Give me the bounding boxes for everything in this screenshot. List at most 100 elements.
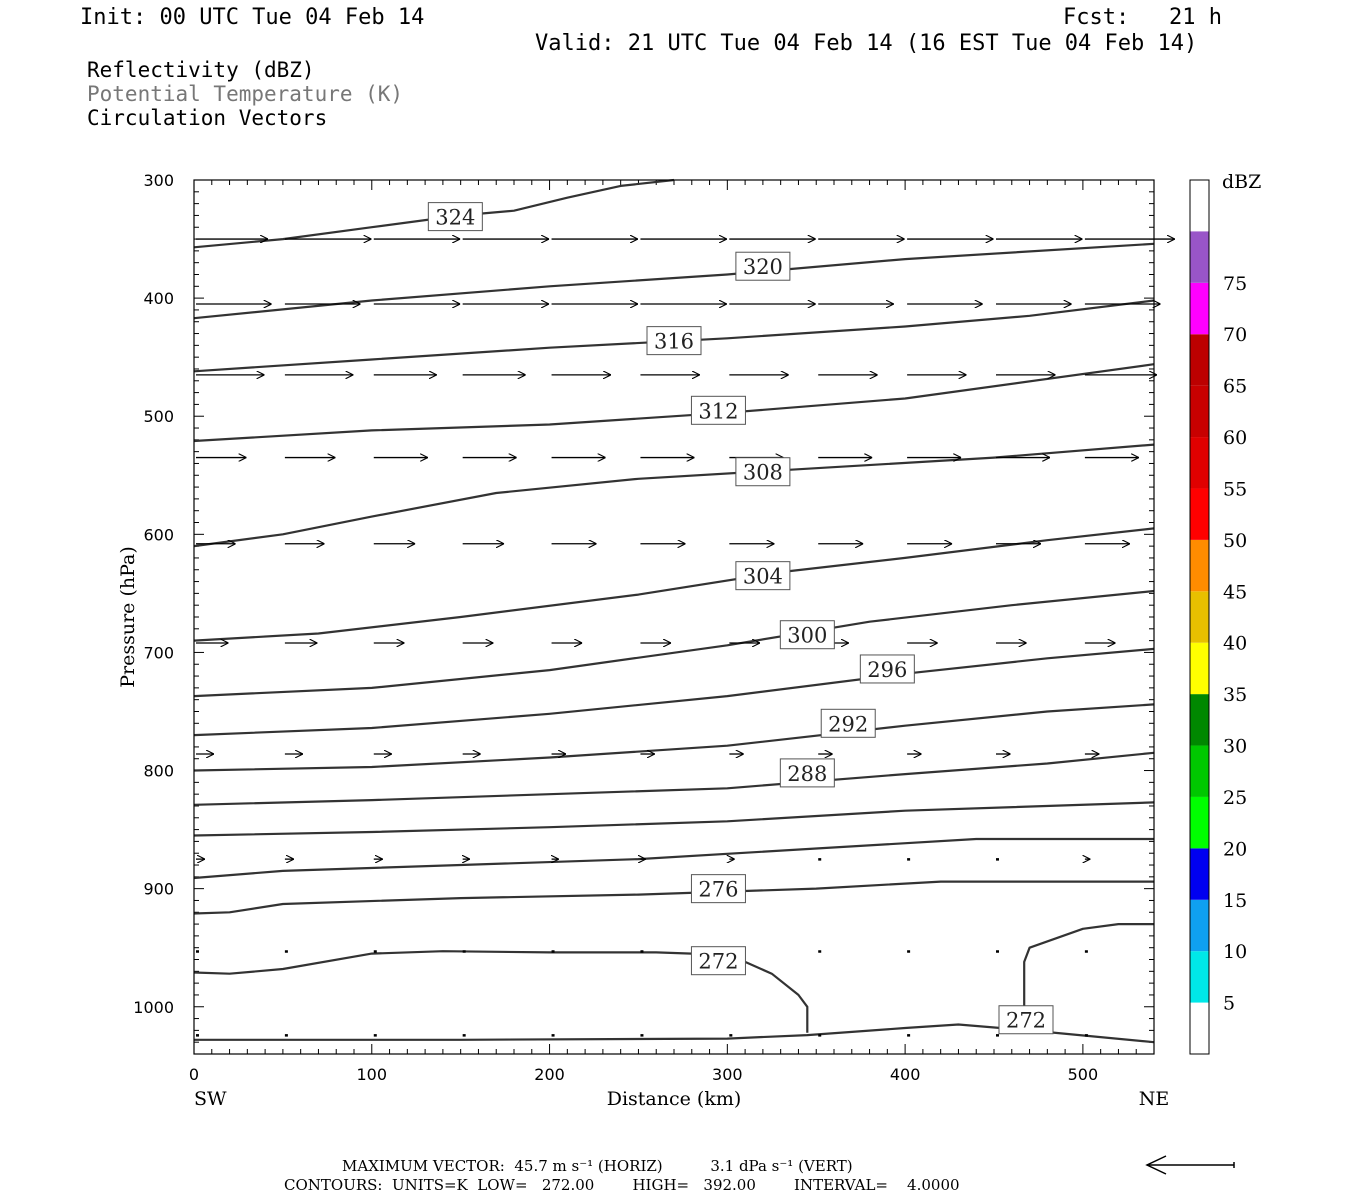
contour-label-text: 308 <box>743 461 783 485</box>
vector-dot <box>462 1034 466 1037</box>
contour-label-296: 296 <box>859 654 915 684</box>
contour-label-box <box>820 708 876 738</box>
isentrope-312 <box>193 363 1155 443</box>
vector-dot <box>996 1034 999 1037</box>
x-tick-label: 0 <box>189 1065 199 1084</box>
vector-dot <box>462 950 466 953</box>
y-tick-label: 1000 <box>133 998 174 1017</box>
y-tick-label: 300 <box>143 171 174 190</box>
contour-label-text: 272 <box>698 950 738 974</box>
contour-label-text: 324 <box>435 206 475 230</box>
contour-label-text: 276 <box>698 878 738 902</box>
contour-label-300: 300 <box>779 620 835 650</box>
vector-dot <box>818 1034 822 1037</box>
colorbar-label: 55 <box>1223 478 1247 500</box>
contour-label-320: 320 <box>735 251 791 281</box>
y-tick-label: 600 <box>143 525 174 544</box>
contour-label-316: 316 <box>646 326 702 356</box>
vector-dot <box>1084 950 1088 953</box>
contour-label-box <box>735 561 791 591</box>
contour-label-text: 316 <box>654 330 694 354</box>
contour-label-box <box>646 326 702 356</box>
contour-label-box <box>779 758 835 788</box>
plot-frame <box>193 179 1155 1055</box>
vector-dot <box>907 1034 911 1037</box>
vector-dot <box>196 1034 199 1037</box>
contour-label-276: 276 <box>690 874 746 904</box>
vector-dot <box>551 1034 555 1037</box>
colorbar-swatch <box>1190 642 1209 695</box>
vector-dot <box>907 950 911 953</box>
vector-dot <box>729 1034 733 1037</box>
colorbar-swatch <box>1190 437 1209 489</box>
colorbar-swatch <box>1190 591 1209 643</box>
isentrope-288 <box>193 751 1155 806</box>
colorbar-swatch <box>1190 951 1209 1003</box>
legend-potential-temperature: Potential Temperature (K) <box>87 82 404 106</box>
x-end-label-ne: NE <box>1139 1088 1170 1110</box>
colorbar-swatch <box>1190 539 1209 592</box>
contour-label-box <box>998 1005 1054 1035</box>
maximum-vector-note: MAXIMUM VECTOR: 45.7 m s⁻¹ (HORIZ) 3.1 d… <box>342 1157 853 1175</box>
colorbar-frame <box>1189 179 1210 1055</box>
colorbar-label: 5 <box>1223 993 1235 1015</box>
colorbar-swatch <box>1190 385 1209 438</box>
y-tick-label: 700 <box>143 643 174 662</box>
isentrope-304 <box>193 527 1155 642</box>
colorbar-swatch <box>1190 899 1209 952</box>
colorbar-label: 65 <box>1223 376 1247 398</box>
x-tick-label: 200 <box>534 1065 565 1084</box>
vector-dot <box>284 950 288 953</box>
contour-label-text: 320 <box>743 255 783 279</box>
colorbar-label: 35 <box>1223 684 1247 706</box>
vector-dot <box>818 858 822 861</box>
x-tick-label: 100 <box>357 1065 388 1084</box>
isentrope-316 <box>193 299 1155 373</box>
colorbar-swatch <box>1190 231 1209 283</box>
isentrope-324 <box>193 178 675 249</box>
vector-dot <box>196 950 199 953</box>
y-tick-label: 800 <box>143 762 174 781</box>
y-tick-label: 400 <box>143 289 174 308</box>
contour-label-box <box>690 946 746 976</box>
colorbar-swatch <box>1190 848 1209 900</box>
contour-label-text: 312 <box>698 399 738 423</box>
colorbar-label: 10 <box>1223 941 1247 963</box>
vector-dot <box>996 858 999 861</box>
colorbar-label: 70 <box>1223 324 1247 346</box>
contour-label-308: 308 <box>735 457 791 487</box>
x-axis-title: Distance (km) <box>607 1088 742 1110</box>
y-tick-label: 900 <box>143 880 174 899</box>
colorbar-label: 50 <box>1223 530 1247 552</box>
vector-dot <box>907 858 911 861</box>
colorbar-swatch <box>1190 796 1209 849</box>
contour-label-text: 304 <box>743 565 783 589</box>
contour-label-text: 296 <box>867 658 907 682</box>
contour-label-324: 324 <box>427 202 483 232</box>
colorbar-swatch <box>1190 488 1209 540</box>
x-tick-label: 400 <box>890 1065 921 1084</box>
colorbar-label: 75 <box>1223 273 1247 295</box>
x-end-label-sw: SW <box>194 1088 227 1110</box>
forecast-hour: Fcst: 21 h <box>1063 5 1222 30</box>
isentrope-296 <box>193 647 1155 737</box>
colorbar-label: 25 <box>1223 787 1247 809</box>
colorbar-label: 40 <box>1223 633 1247 655</box>
contour-label-292: 292 <box>820 708 876 738</box>
init-time: Init: 00 UTC Tue 04 Feb 14 <box>80 5 425 30</box>
vector-dot <box>284 1034 288 1037</box>
contour-label-box <box>859 654 915 684</box>
isentrope-308 <box>193 443 1155 548</box>
colorbar-label: 15 <box>1223 890 1247 912</box>
reference-vector-arrow <box>1145 1155 1235 1175</box>
contour-label-box <box>690 874 746 904</box>
isentrope-320 <box>193 242 1155 320</box>
contour-label-box <box>735 251 791 281</box>
vector-dot <box>373 950 377 953</box>
contour-label-text: 288 <box>787 762 827 786</box>
contour-label-272: 272 <box>998 1005 1054 1035</box>
contour-label-272: 272 <box>690 946 746 976</box>
colorbar-swatch <box>1190 282 1209 335</box>
x-tick-label: 300 <box>712 1065 743 1084</box>
